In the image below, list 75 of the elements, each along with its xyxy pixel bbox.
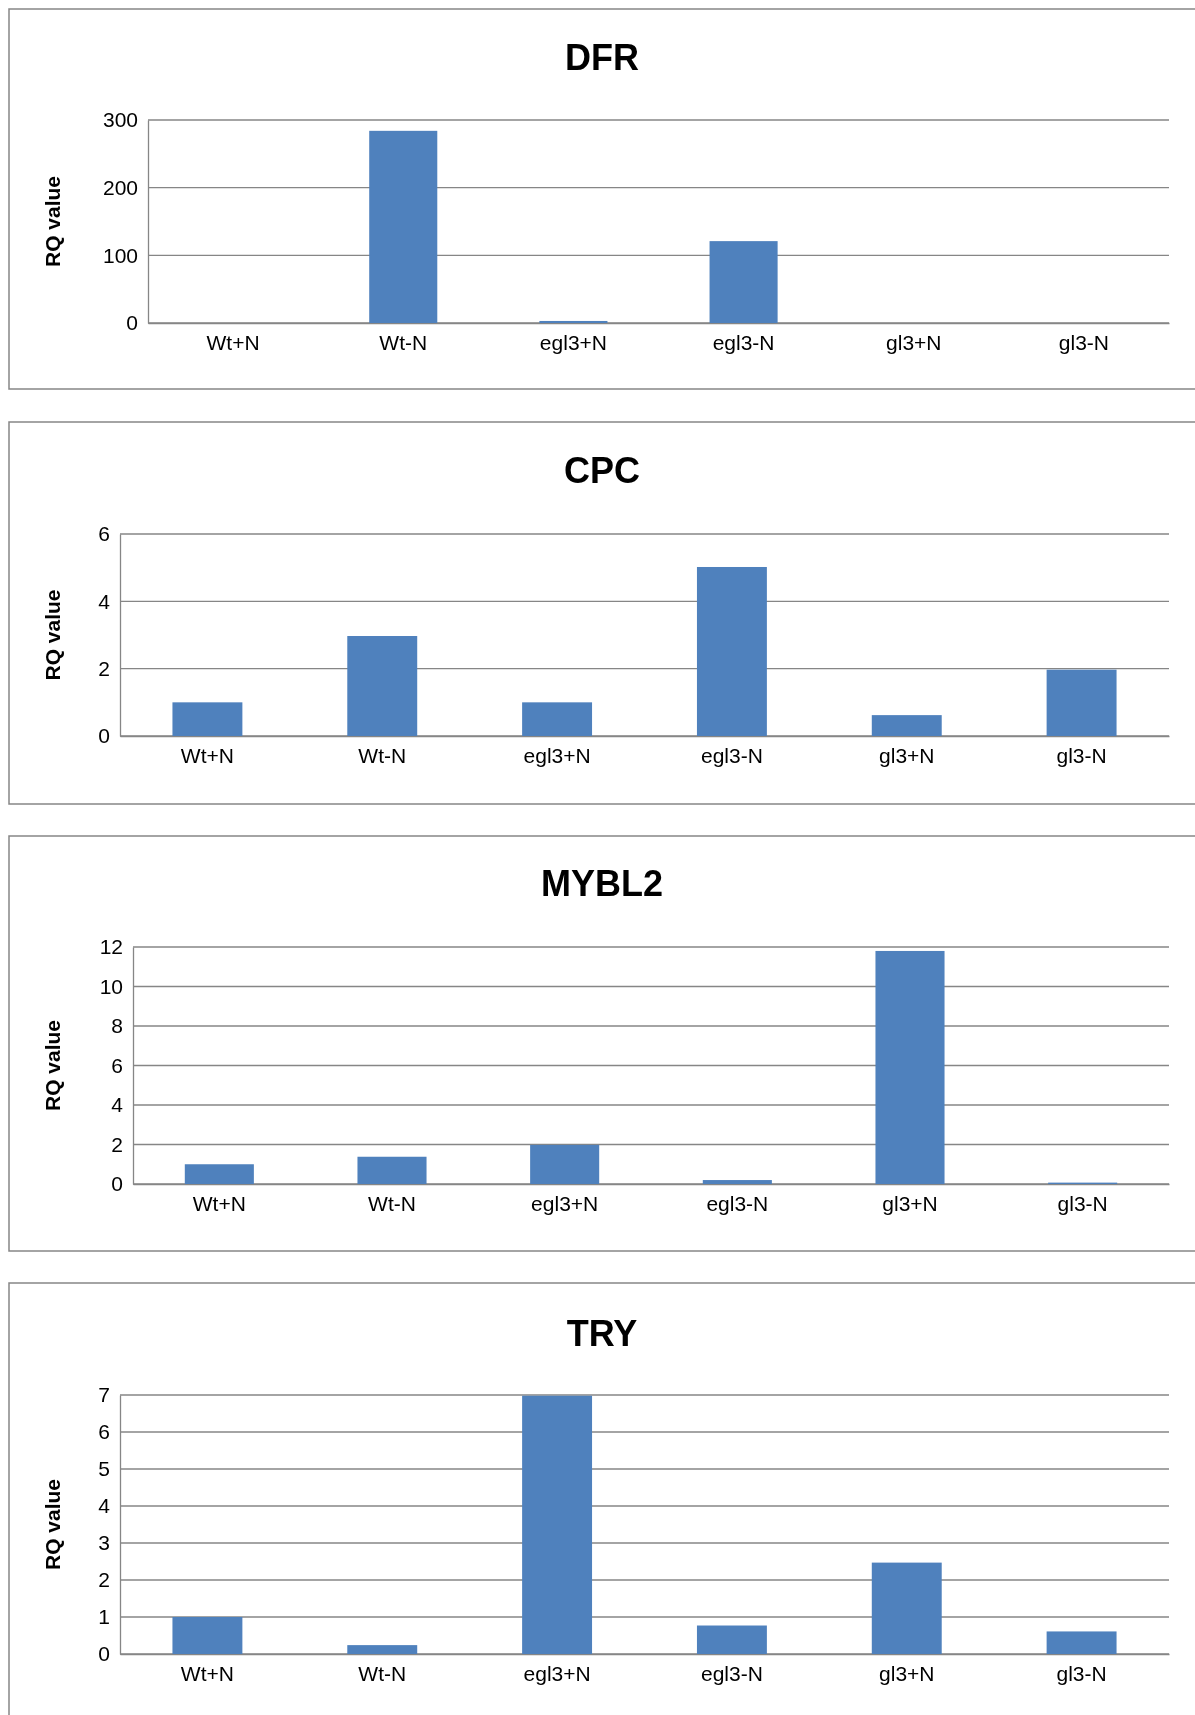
x-tick-label: Wt+N — [206, 330, 260, 354]
y-tick-label: 2 — [111, 1132, 123, 1156]
x-tick-label: egl3+N — [539, 330, 607, 354]
x-tick-label: Wt-N — [368, 1191, 416, 1215]
y-tick-label: 300 — [102, 108, 138, 132]
y-tick-label: 1 — [98, 1605, 110, 1629]
bar — [696, 1625, 767, 1654]
bar — [709, 241, 778, 323]
y-tick-label: 0 — [111, 1172, 123, 1196]
y-tick-label: 4 — [98, 1494, 111, 1518]
chart-title: TRY — [566, 1312, 638, 1354]
bar — [357, 1156, 427, 1184]
x-tick-label: gl3-N — [1056, 1661, 1107, 1685]
bar — [172, 702, 243, 736]
y-tick-label: 0 — [98, 724, 110, 748]
bar — [696, 566, 767, 736]
y-tick-label: 200 — [102, 175, 138, 199]
y-tick-label: 2 — [98, 1568, 110, 1592]
x-tick-label: gl3+N — [882, 1191, 938, 1215]
y-tick-label: 3 — [98, 1531, 110, 1555]
bar — [347, 1645, 418, 1654]
chart-title: CPC — [563, 449, 641, 491]
x-tick-label: egl3-N — [700, 1661, 763, 1685]
x-tick-label: Wt+N — [180, 1661, 234, 1685]
x-tick-label: egl3-N — [712, 330, 775, 354]
x-tick-label: egl3-N — [700, 743, 763, 767]
y-axis-title: RQ value — [41, 1478, 64, 1571]
y-tick-label: 6 — [98, 1420, 110, 1444]
y-tick-label: 10 — [99, 974, 123, 998]
y-tick-label: 6 — [111, 1053, 123, 1077]
bar — [530, 1144, 600, 1185]
x-tick-label: egl3-N — [706, 1191, 769, 1215]
y-axis-title: RQ value — [41, 175, 64, 268]
x-tick-label: gl3+N — [879, 743, 935, 767]
y-tick-label: 100 — [102, 243, 138, 267]
bar — [539, 320, 608, 323]
y-tick-label: 8 — [111, 1014, 123, 1038]
bar — [875, 950, 945, 1184]
x-tick-label: Wt-N — [358, 1661, 407, 1685]
bar — [347, 636, 418, 736]
chart-title: DFR — [565, 36, 639, 78]
y-axis-title: RQ value — [41, 589, 64, 681]
x-tick-label: gl3+N — [886, 330, 942, 354]
x-tick-label: Wt-N — [379, 330, 428, 354]
y-tick-label: 12 — [99, 935, 123, 959]
x-tick-label: Wt-N — [358, 743, 407, 767]
bar — [1046, 1631, 1117, 1654]
x-tick-label: Wt+N — [180, 743, 234, 767]
chart-title: MYBL2 — [540, 862, 664, 904]
y-tick-label: 7 — [98, 1383, 110, 1407]
bar — [702, 1180, 772, 1184]
y-tick-label: 0 — [98, 1642, 110, 1666]
y-tick-label: 4 — [98, 589, 111, 613]
bar — [172, 1617, 243, 1654]
y-tick-label: 6 — [98, 522, 110, 546]
bar — [522, 1395, 593, 1654]
x-tick-label: gl3-N — [1058, 330, 1110, 354]
x-tick-label: egl3+N — [523, 743, 591, 767]
x-tick-label: egl3+N — [523, 1661, 591, 1685]
bar — [871, 1562, 942, 1654]
y-tick-label: 0 — [126, 311, 138, 335]
x-tick-label: Wt+N — [192, 1191, 246, 1215]
x-tick-label: gl3-N — [1056, 743, 1107, 767]
y-tick-label: 5 — [98, 1457, 110, 1481]
x-tick-label: gl3-N — [1057, 1191, 1108, 1215]
x-tick-label: egl3+N — [531, 1191, 599, 1215]
bar — [369, 130, 438, 323]
bar — [1046, 669, 1117, 736]
bar — [184, 1164, 254, 1184]
bar — [522, 702, 593, 736]
y-axis-title: RQ value — [41, 1019, 64, 1112]
bar — [871, 715, 942, 736]
y-tick-label: 2 — [98, 656, 110, 680]
y-tick-label: 4 — [111, 1093, 124, 1117]
x-tick-label: gl3+N — [879, 1661, 935, 1685]
